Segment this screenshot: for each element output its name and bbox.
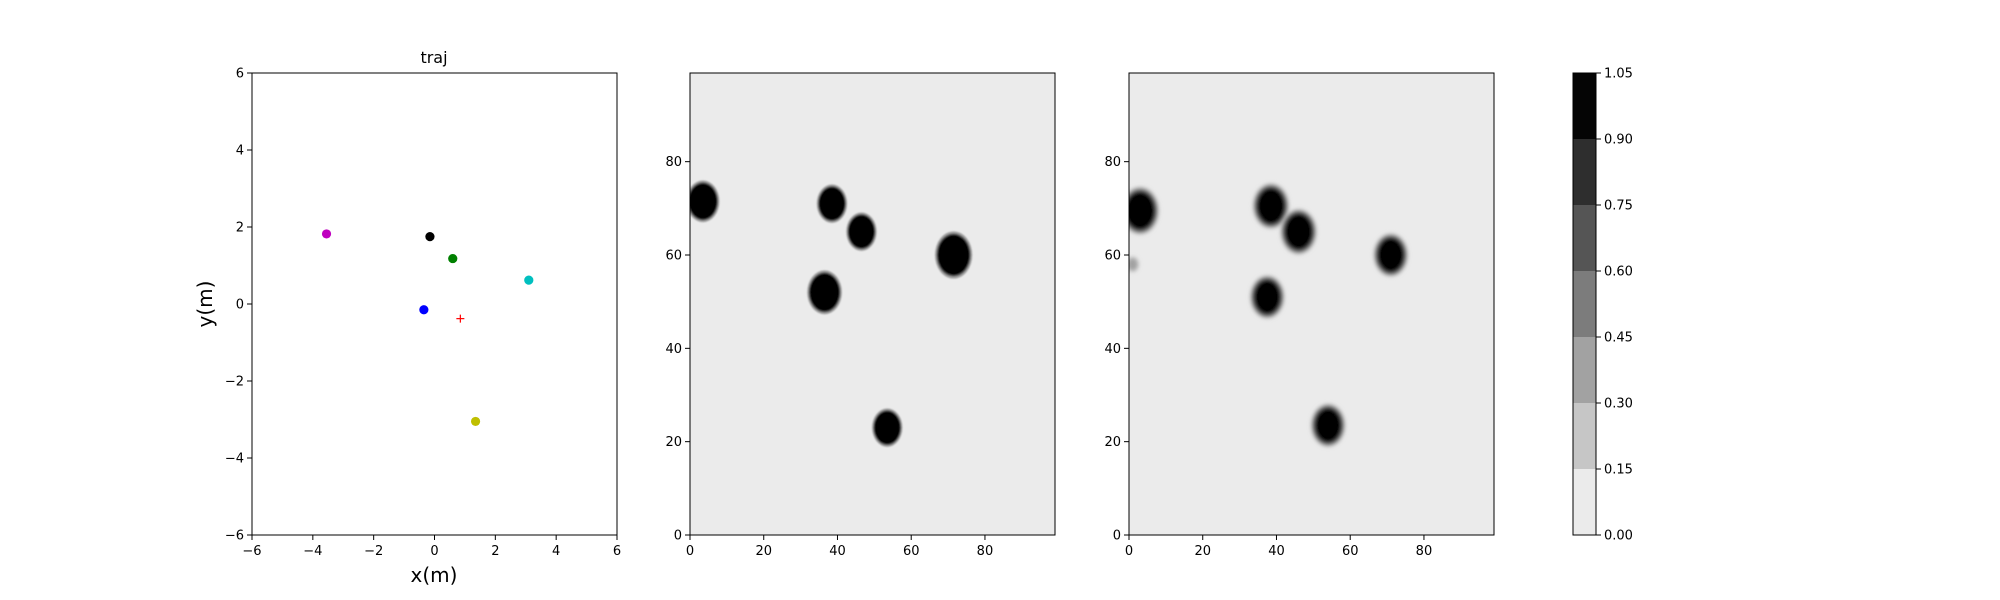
y-tick-label: 0 (1113, 529, 1121, 544)
scatter-point (321, 229, 332, 239)
scatter-y-ticks: −6 −4 −2 0 2 4 6 (225, 67, 252, 544)
x-tick-label: 80 (977, 544, 994, 559)
scatter-point (470, 416, 481, 427)
x-tick-label: 60 (1342, 544, 1359, 559)
x-tick-label: 6 (613, 544, 621, 559)
heatmap-1-x-ticks: 0 20 40 60 80 (686, 535, 993, 559)
colorbar-tick-label: 0.00 (1604, 529, 1633, 544)
colorbar-tick-label: 0.30 (1604, 397, 1633, 412)
colorbar: 0.00 0.15 0.30 0.45 0.60 0.75 0.90 1.05 (1572, 67, 1633, 544)
x-tick-label: 60 (903, 544, 920, 559)
heatmap-2-frame (1128, 72, 1495, 536)
y-tick-label: −4 (225, 452, 244, 467)
heatmap-blob (934, 231, 973, 279)
x-tick-label: −2 (364, 544, 383, 559)
colorbar-tick-label: 0.45 (1604, 331, 1633, 346)
colorbar-ticks: 0.00 0.15 0.30 0.45 0.60 0.75 0.90 1.05 (1596, 67, 1633, 544)
y-tick-label: 80 (1104, 155, 1121, 170)
y-tick-label: 20 (1104, 435, 1121, 450)
heatmap-blob (846, 212, 877, 251)
scatter-plot-area (251, 72, 618, 536)
scatter-point (425, 232, 435, 242)
heatmap-1-y-ticks: 0 20 40 60 80 (665, 155, 690, 544)
x-tick-label: −6 (242, 544, 261, 559)
scatter-panel: traj −6 −4 −2 0 2 4 6 −6 −4 −2 0 2 4 6 x(m) y(m) (193, 48, 621, 587)
heatmap-blob (807, 270, 842, 315)
scatter-point (448, 253, 458, 264)
y-tick-label: 0 (674, 529, 682, 544)
x-tick-label: 0 (686, 544, 694, 559)
y-tick-label: 80 (665, 155, 682, 170)
heatmap-panel-2: 0 20 40 60 80 0 20 40 60 80 (1104, 72, 1495, 559)
y-tick-label: 40 (665, 342, 682, 357)
x-tick-label: 20 (755, 544, 772, 559)
x-tick-label: 0 (430, 544, 438, 559)
heatmap-blob (872, 408, 903, 447)
scatter-point (419, 305, 429, 315)
x-tick-label: 40 (829, 544, 846, 559)
colorbar-tick-label: 0.75 (1604, 199, 1633, 214)
y-tick-label: 60 (665, 249, 682, 264)
colorbar-band (1573, 337, 1596, 403)
colorbar-bands (1573, 73, 1596, 535)
heatmap-blob (1311, 404, 1345, 447)
y-tick-label: 20 (665, 435, 682, 450)
heatmap-panel-1: 0 20 40 60 80 0 20 40 60 80 (665, 72, 1056, 559)
heatmap-blob (1129, 187, 1159, 234)
colorbar-band (1573, 139, 1596, 205)
y-tick-label: 4 (236, 144, 244, 159)
heatmap-2-y-ticks: 0 20 40 60 80 (1104, 155, 1129, 544)
x-tick-label: 4 (552, 544, 560, 559)
x-tick-label: 20 (1194, 544, 1211, 559)
heatmap-blob (1374, 234, 1408, 276)
colorbar-band (1573, 403, 1596, 469)
colorbar-band (1573, 73, 1596, 139)
heatmap-blob (1253, 183, 1289, 229)
colorbar-frame (1572, 72, 1597, 536)
scatter-title: traj (420, 48, 447, 67)
colorbar-band (1573, 205, 1596, 271)
colorbar-tick-label: 1.05 (1604, 67, 1633, 82)
x-tick-label: 40 (1268, 544, 1285, 559)
colorbar-tick-label: 0.90 (1604, 133, 1633, 148)
heatmap-blob (1281, 209, 1316, 254)
colorbar-band (1573, 271, 1596, 337)
heatmap-2-blobs (1129, 183, 1408, 447)
x-tick-label: −4 (303, 544, 322, 559)
heatmap-2-plot-area (1129, 73, 1494, 535)
y-tick-label: 60 (1104, 249, 1121, 264)
x-tick-label: 0 (1125, 544, 1133, 559)
y-tick-label: 40 (1104, 342, 1121, 357)
scatter-point (524, 275, 534, 285)
y-tick-label: 6 (236, 67, 244, 82)
colorbar-tick-label: 0.15 (1604, 463, 1633, 478)
heatmap-1-plot-area (690, 73, 1055, 535)
y-tick-label: −2 (225, 375, 244, 390)
y-tick-label: 0 (236, 298, 244, 313)
colorbar-tick-label: 0.60 (1604, 265, 1633, 280)
scatter-y-axis-label: y(m) (193, 281, 217, 328)
heatmap-blob (690, 180, 720, 223)
heatmap-1-blobs (690, 180, 973, 447)
colorbar-band (1573, 469, 1596, 535)
x-tick-label: 2 (491, 544, 499, 559)
heatmap-blob (1129, 257, 1139, 272)
heatmap-blob (816, 184, 848, 223)
scatter-x-axis-label: x(m) (411, 563, 458, 587)
scatter-points (321, 229, 534, 427)
heatmap-2-x-ticks: 0 20 40 60 80 (1125, 535, 1432, 559)
x-tick-label: 80 (1416, 544, 1433, 559)
scatter-point-plus (456, 314, 465, 323)
scatter-x-ticks: −6 −4 −2 0 2 4 6 (242, 535, 621, 559)
y-tick-label: 2 (236, 221, 244, 236)
heatmap-blob (1250, 276, 1284, 318)
y-tick-label: −6 (225, 529, 244, 544)
heatmap-1-frame (689, 72, 1056, 536)
